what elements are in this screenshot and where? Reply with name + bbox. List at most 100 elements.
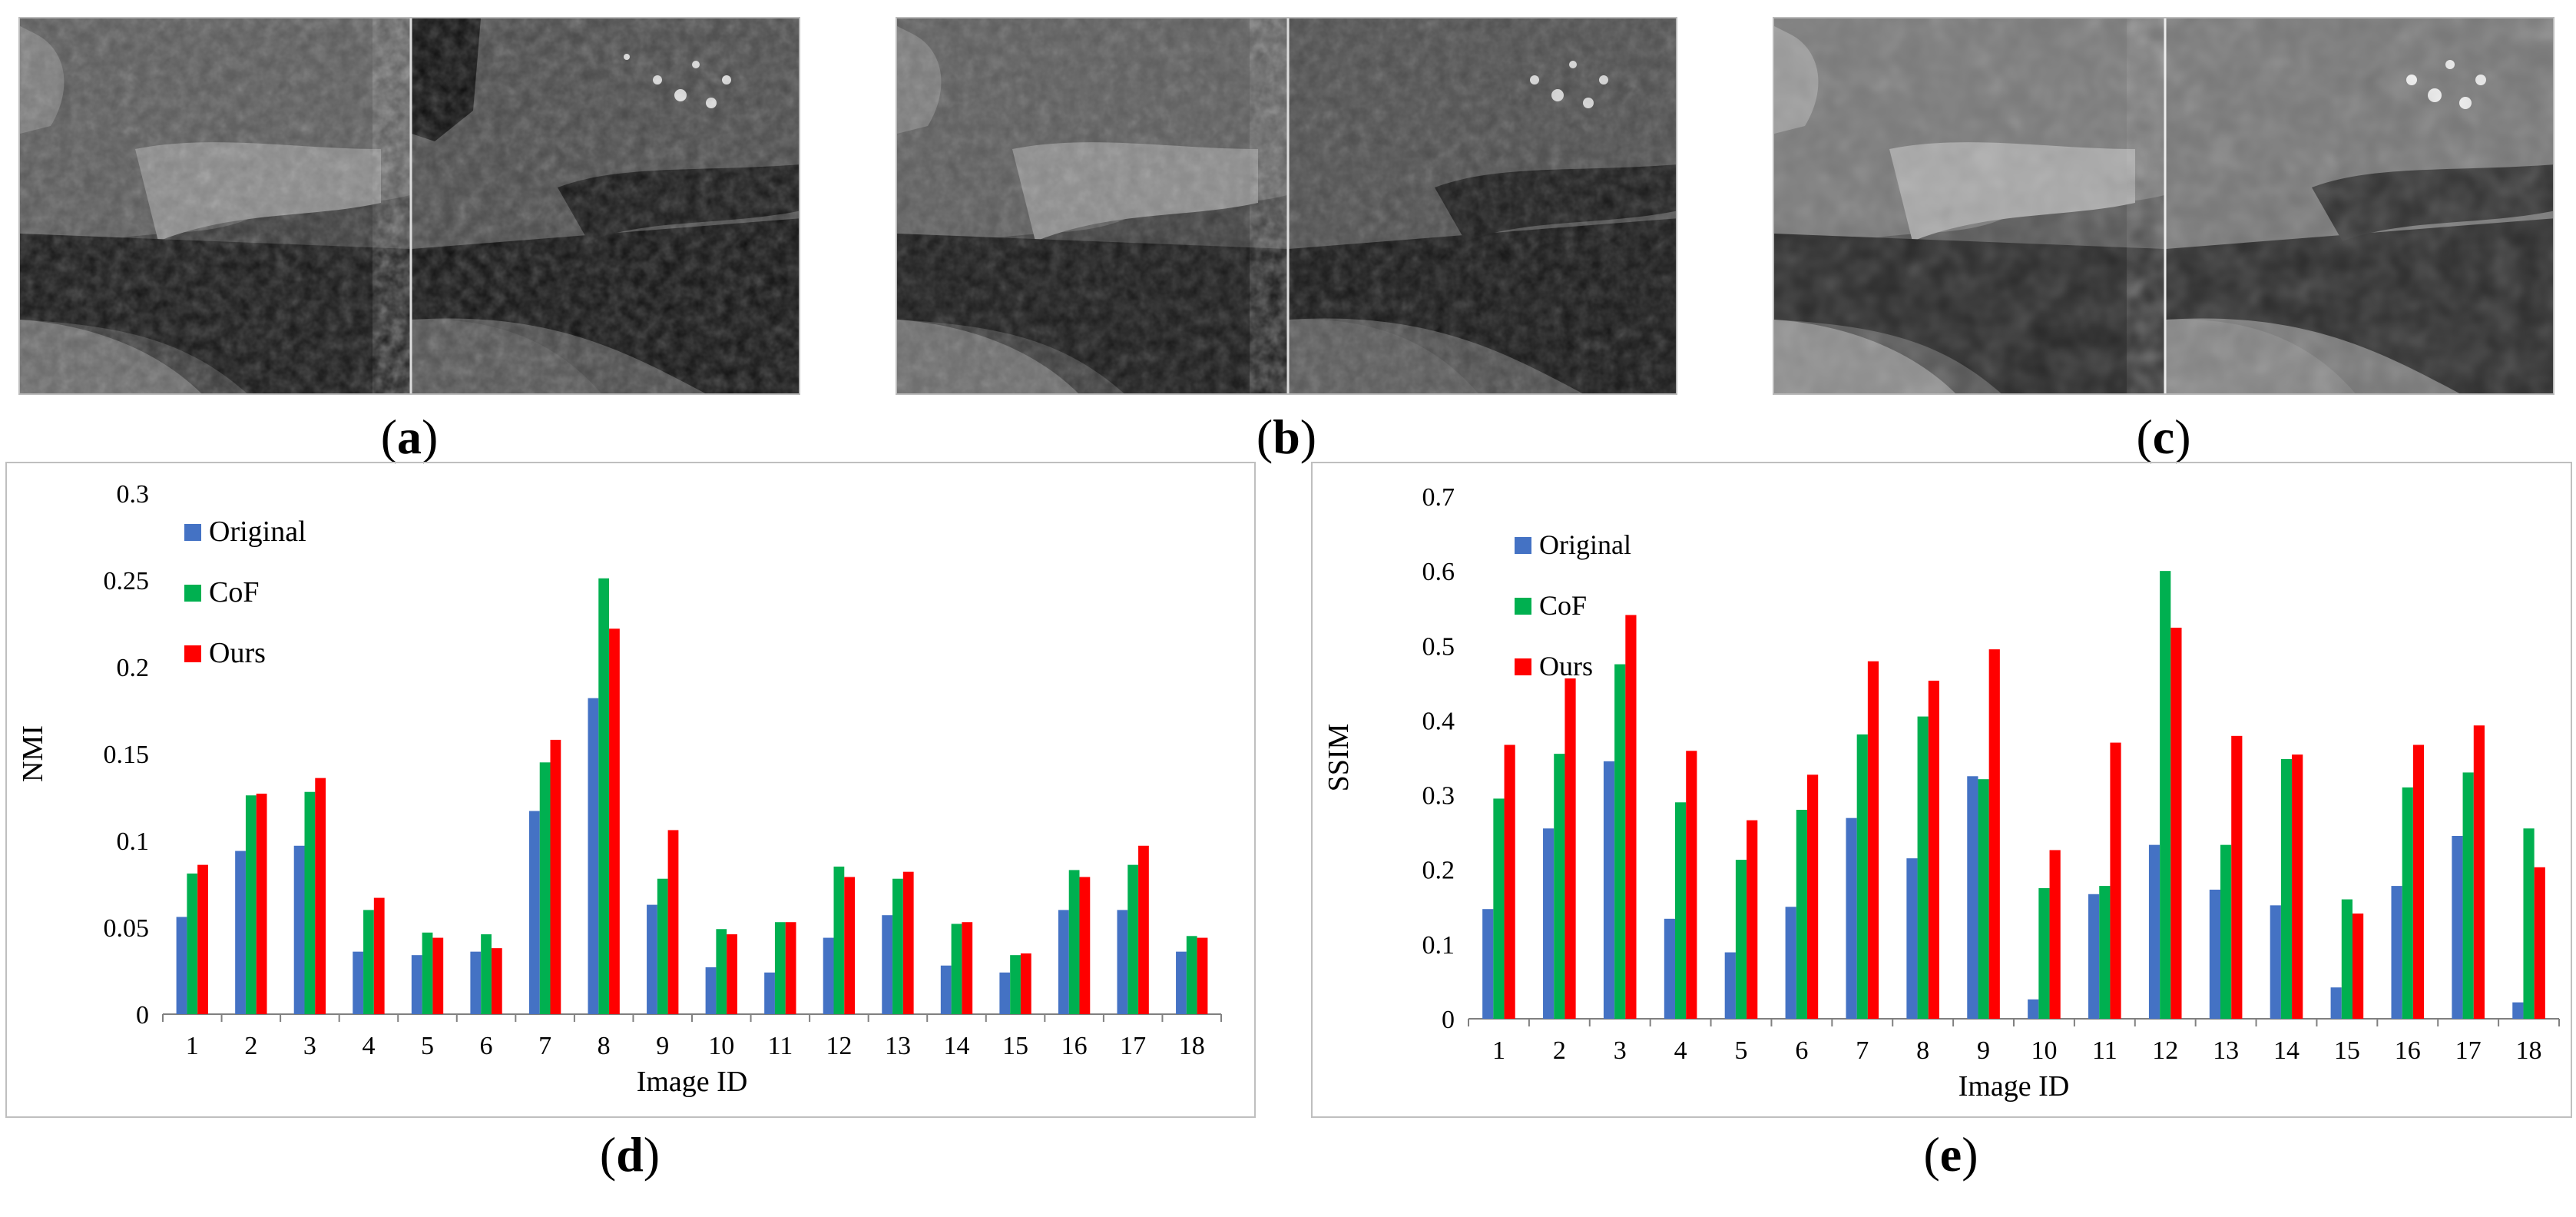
y-tick-label: 0.3 — [117, 480, 150, 509]
bar-original-14 — [940, 965, 952, 1014]
caption-e: (e) — [1923, 1127, 1978, 1182]
bar-cof-17 — [1127, 864, 1139, 1014]
y-tick-label: 0.3 — [1422, 782, 1455, 811]
x-tick-label: 6 — [1795, 1036, 1808, 1065]
x-tick-label: 1 — [186, 1032, 199, 1060]
x-tick-label: 10 — [2031, 1036, 2057, 1065]
y-tick-label: 0 — [136, 1001, 149, 1030]
chart-frame — [1311, 462, 2572, 1118]
x-tick-label: 12 — [826, 1032, 852, 1060]
bar-cof-7 — [539, 762, 551, 1014]
bar-original-16 — [2391, 886, 2402, 1019]
bar-original-4 — [1664, 918, 1676, 1019]
legend-swatch-cof — [184, 585, 201, 602]
bar-ours-10 — [727, 934, 737, 1014]
bar-original-18 — [2512, 1002, 2524, 1019]
bar-ours-5 — [432, 937, 444, 1014]
bar-original-17 — [2452, 836, 2463, 1019]
bar-cof-10 — [2038, 888, 2050, 1019]
bar-original-5 — [1724, 952, 1736, 1019]
y-tick-label: 0.6 — [1422, 558, 1455, 586]
legend-label-original: Original — [209, 516, 306, 548]
legend-label-cof: CoF — [1539, 590, 1587, 621]
bar-ours-17 — [1138, 845, 1149, 1014]
satellite-image-pair-b — [897, 18, 1676, 393]
bar-ours-12 — [2170, 627, 2182, 1019]
x-tick-label: 13 — [885, 1032, 911, 1060]
bar-cof-4 — [363, 910, 374, 1014]
x-tick-label: 11 — [767, 1032, 793, 1060]
bar-cof-16 — [2402, 787, 2413, 1019]
bar-cof-1 — [1493, 798, 1505, 1019]
bar-cof-2 — [245, 795, 257, 1014]
bar-ours-9 — [1988, 649, 2000, 1019]
bar-cof-4 — [1675, 802, 1687, 1019]
bar-ours-4 — [1686, 751, 1697, 1019]
caption-d: (d) — [599, 1127, 661, 1182]
bar-original-8 — [1906, 858, 1918, 1019]
y-tick-label: 0.15 — [104, 741, 150, 769]
ssim-chart-svg: 00.10.20.30.40.50.60.71 2 3 4 5 6 7 8 9 10 11 12 13 1… — [1311, 462, 2572, 1118]
bar-cof-9 — [1978, 779, 1989, 1019]
y-tick-label: 0.25 — [104, 567, 150, 595]
bar-cof-3 — [304, 791, 316, 1014]
y-tick-label: 0.5 — [1422, 632, 1455, 661]
bar-cof-14 — [951, 924, 962, 1014]
bar-cof-15 — [2341, 899, 2353, 1019]
x-tick-label: 15 — [1002, 1032, 1028, 1060]
ssim-chart: 0 0.1 0.2 0.3 0.4 0.5 0.6 0.7 1 2 3 4 5 6 7 8 9 10 11 12 13 1… — [1306, 461, 2576, 1122]
bar-cof-2 — [1554, 754, 1565, 1019]
bar-ours-3 — [1625, 615, 1637, 1019]
bar-original-15 — [999, 972, 1011, 1014]
legend-swatch-cof — [1515, 598, 1531, 615]
bar-original-13 — [2209, 889, 2221, 1019]
y-tick-label: 0.2 — [117, 654, 150, 682]
x-tick-label: 11 — [2092, 1036, 2117, 1065]
y-axis-label: SSIM — [1323, 724, 1355, 792]
x-tick-label: 16 — [1061, 1032, 1088, 1060]
x-tick-label: 5 — [1735, 1036, 1748, 1065]
satellite-image-pair-c — [1774, 18, 2553, 393]
bar-original-10 — [705, 967, 717, 1014]
bar-ours-13 — [902, 871, 914, 1014]
bar-ours-8 — [609, 628, 620, 1014]
bar-cof-10 — [716, 929, 727, 1014]
bar-cof-18 — [2523, 828, 2535, 1019]
bar-ours-15 — [2352, 914, 2364, 1019]
legend-swatch-original — [184, 524, 201, 541]
bar-original-12 — [823, 937, 834, 1014]
bar-ours-9 — [667, 830, 679, 1014]
bar-ours-6 — [1806, 774, 1819, 1019]
bar-ours-18 — [2534, 867, 2545, 1019]
bar-ours-1 — [1504, 744, 1515, 1019]
bar-original-2 — [235, 851, 246, 1014]
bar-original-14 — [2270, 905, 2281, 1019]
image-panel-c — [1773, 17, 2554, 395]
bar-cof-3 — [1614, 664, 1626, 1019]
bar-ours-12 — [844, 877, 856, 1014]
bar-ours-6 — [491, 948, 502, 1014]
y-tick-label: 0.7 — [1422, 483, 1455, 512]
bar-ours-10 — [2049, 850, 2061, 1019]
x-tick-label: 10 — [708, 1032, 734, 1060]
bar-ours-18 — [1197, 937, 1208, 1014]
legend-label-ours: Ours — [209, 637, 266, 669]
bar-original-7 — [1846, 817, 1857, 1019]
bar-cof-7 — [1856, 734, 1868, 1019]
bar-ours-16 — [1079, 877, 1091, 1014]
x-tick-label: 7 — [538, 1032, 551, 1060]
bar-original-17 — [1117, 910, 1128, 1014]
bar-original-4 — [353, 951, 364, 1014]
image-panel-a — [18, 17, 800, 395]
bar-ours-14 — [2292, 754, 2303, 1019]
bar-cof-14 — [2280, 758, 2293, 1019]
x-axis-label: Image ID — [637, 1066, 748, 1098]
y-tick-label: 0.4 — [1422, 707, 1455, 735]
bar-ours-13 — [2231, 735, 2243, 1019]
bar-ours-11 — [785, 922, 796, 1014]
caption-b: (b) — [1256, 410, 1317, 464]
legend-label-ours: Ours — [1539, 651, 1593, 681]
y-tick-label: 0 — [1442, 1006, 1455, 1034]
bar-cof-18 — [1186, 936, 1197, 1014]
bar-cof-11 — [774, 922, 786, 1014]
